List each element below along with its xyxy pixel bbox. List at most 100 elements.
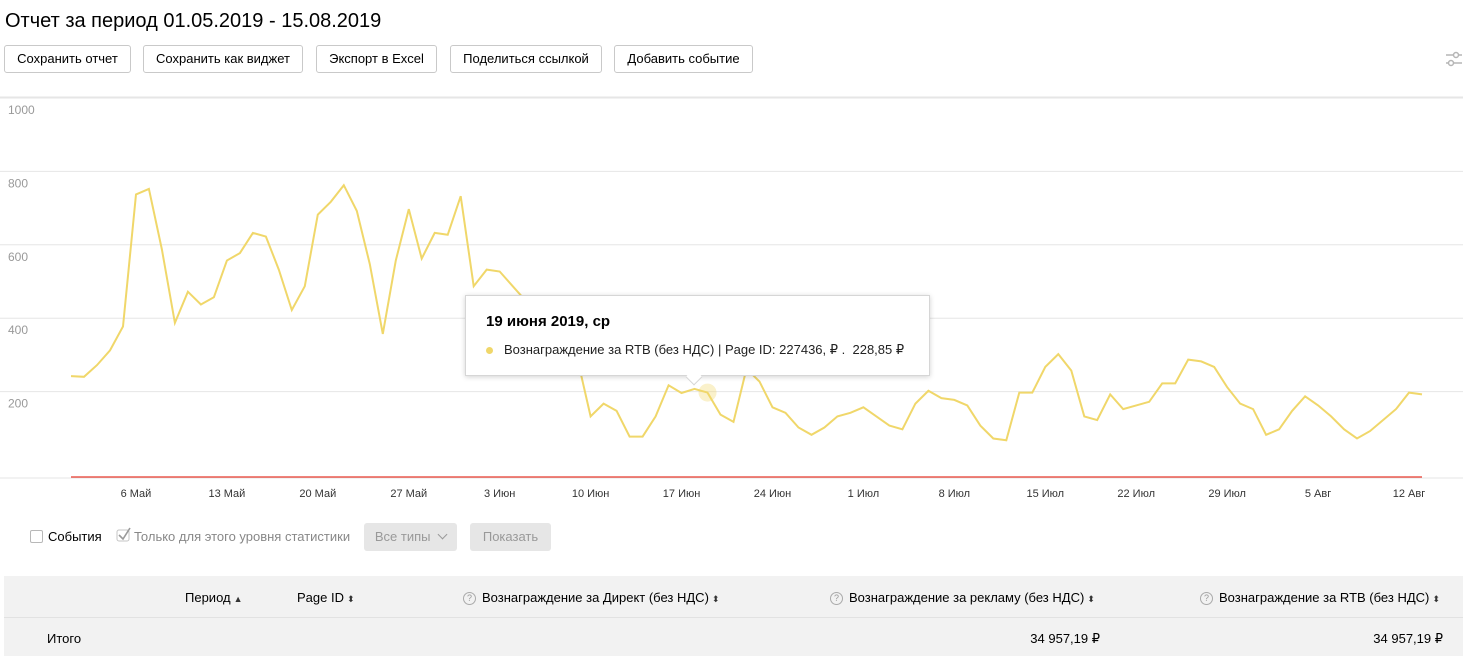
series-point[interactable] [1043, 365, 1047, 369]
series-point[interactable] [978, 424, 982, 428]
series-point[interactable] [498, 269, 502, 273]
level-only-checkbox[interactable] [116, 526, 132, 542]
series-point[interactable] [874, 414, 878, 418]
series-point[interactable] [173, 321, 177, 325]
series-point[interactable] [433, 231, 437, 235]
series-point[interactable] [251, 231, 255, 235]
series-point[interactable] [654, 414, 658, 418]
series-point[interactable] [368, 262, 372, 266]
series-point[interactable] [1095, 418, 1099, 422]
series-point[interactable] [939, 396, 943, 400]
series-point[interactable] [1251, 407, 1255, 411]
series-point[interactable] [134, 192, 138, 196]
series-point[interactable] [952, 398, 956, 402]
series-point[interactable] [1264, 433, 1268, 437]
series-point[interactable] [329, 200, 333, 204]
series-point[interactable] [641, 435, 645, 439]
series-point[interactable] [822, 425, 826, 429]
series-point[interactable] [1108, 392, 1112, 396]
series-point[interactable] [225, 258, 229, 262]
series-point[interactable] [95, 363, 99, 367]
series-point[interactable] [719, 413, 723, 417]
series-point[interactable] [160, 247, 164, 251]
series-point[interactable] [757, 380, 761, 384]
help-icon[interactable]: ? [830, 592, 843, 605]
series-point[interactable] [1121, 407, 1125, 411]
series-point[interactable] [1056, 352, 1060, 356]
series-point[interactable] [1342, 427, 1346, 431]
series-point[interactable] [589, 414, 593, 418]
events-checkbox[interactable] [30, 530, 43, 543]
show-button[interactable]: Показать [470, 523, 551, 551]
add-event-button[interactable]: Добавить событие [614, 45, 753, 73]
series-point[interactable] [1368, 429, 1372, 433]
series-point[interactable] [472, 284, 476, 288]
series-point[interactable] [394, 258, 398, 262]
series-point[interactable] [615, 409, 619, 413]
series-point[interactable] [1082, 414, 1086, 418]
help-icon[interactable]: ? [463, 592, 476, 605]
series-point[interactable] [420, 257, 424, 261]
series-point[interactable] [264, 235, 268, 239]
series-point[interactable] [381, 332, 385, 336]
series-point[interactable] [1355, 436, 1359, 440]
series-point[interactable] [1030, 391, 1034, 395]
series-point[interactable] [446, 233, 450, 237]
series-point[interactable] [835, 414, 839, 418]
save-report-button[interactable]: Сохранить отчет [4, 45, 131, 73]
series-point[interactable] [212, 295, 216, 299]
series-point[interactable] [783, 411, 787, 415]
series-point[interactable] [770, 405, 774, 409]
series-point[interactable] [732, 420, 736, 424]
series-point[interactable] [277, 268, 281, 272]
series-point[interactable] [680, 391, 684, 395]
series-point[interactable] [913, 402, 917, 406]
series-point[interactable] [991, 436, 995, 440]
series-point[interactable] [887, 424, 891, 428]
series-point[interactable] [667, 383, 671, 387]
column-header-rtb-reward[interactable]: ? Вознаграждение за RTB (без НДС) ⬍ [1200, 590, 1440, 605]
series-point[interactable] [1160, 381, 1164, 385]
series-point[interactable] [926, 389, 930, 393]
series-point[interactable] [1212, 365, 1216, 369]
series-point[interactable] [186, 290, 190, 294]
export-excel-button[interactable]: Экспорт в Excel [316, 45, 437, 73]
column-header-period[interactable]: Период ▲ [185, 590, 243, 605]
series-point[interactable] [355, 209, 359, 213]
series-point[interactable] [1017, 391, 1021, 395]
series-point[interactable] [628, 435, 632, 439]
series-point[interactable] [693, 387, 697, 391]
series-point[interactable] [1394, 407, 1398, 411]
series-point[interactable] [796, 425, 800, 429]
series-point[interactable] [459, 194, 463, 198]
series-point[interactable] [602, 402, 606, 406]
series-point[interactable] [1238, 402, 1242, 406]
column-header-ad-reward[interactable]: ? Вознаграждение за рекламу (без НДС) ⬍ [830, 590, 1095, 605]
series-point[interactable] [900, 427, 904, 431]
series-point[interactable] [1147, 400, 1151, 404]
series-point[interactable] [199, 303, 203, 307]
series-point[interactable] [69, 374, 73, 378]
help-icon[interactable]: ? [1200, 592, 1213, 605]
series-point[interactable] [407, 207, 411, 211]
series-point[interactable] [809, 433, 813, 437]
event-types-select[interactable]: Все типы [364, 523, 457, 551]
series-point[interactable] [965, 403, 969, 407]
series-point[interactable] [1407, 391, 1411, 395]
series-point[interactable] [511, 284, 515, 288]
series-point[interactable] [1225, 385, 1229, 389]
series-point[interactable] [861, 405, 865, 409]
series-point[interactable] [1004, 438, 1008, 442]
series-point[interactable] [1420, 392, 1424, 396]
series-point[interactable] [303, 284, 307, 288]
sliders-icon[interactable] [1444, 50, 1464, 68]
series-point[interactable] [1316, 403, 1320, 407]
series-point[interactable] [1069, 369, 1073, 373]
share-link-button[interactable]: Поделиться ссылкой [450, 45, 602, 73]
save-as-widget-button[interactable]: Сохранить как виджет [143, 45, 303, 73]
series-point[interactable] [1381, 418, 1385, 422]
series-point[interactable] [147, 187, 151, 191]
series-point[interactable] [316, 213, 320, 217]
series-point[interactable] [1199, 359, 1203, 363]
column-header-page-id[interactable]: Page ID ⬍ [297, 590, 355, 605]
